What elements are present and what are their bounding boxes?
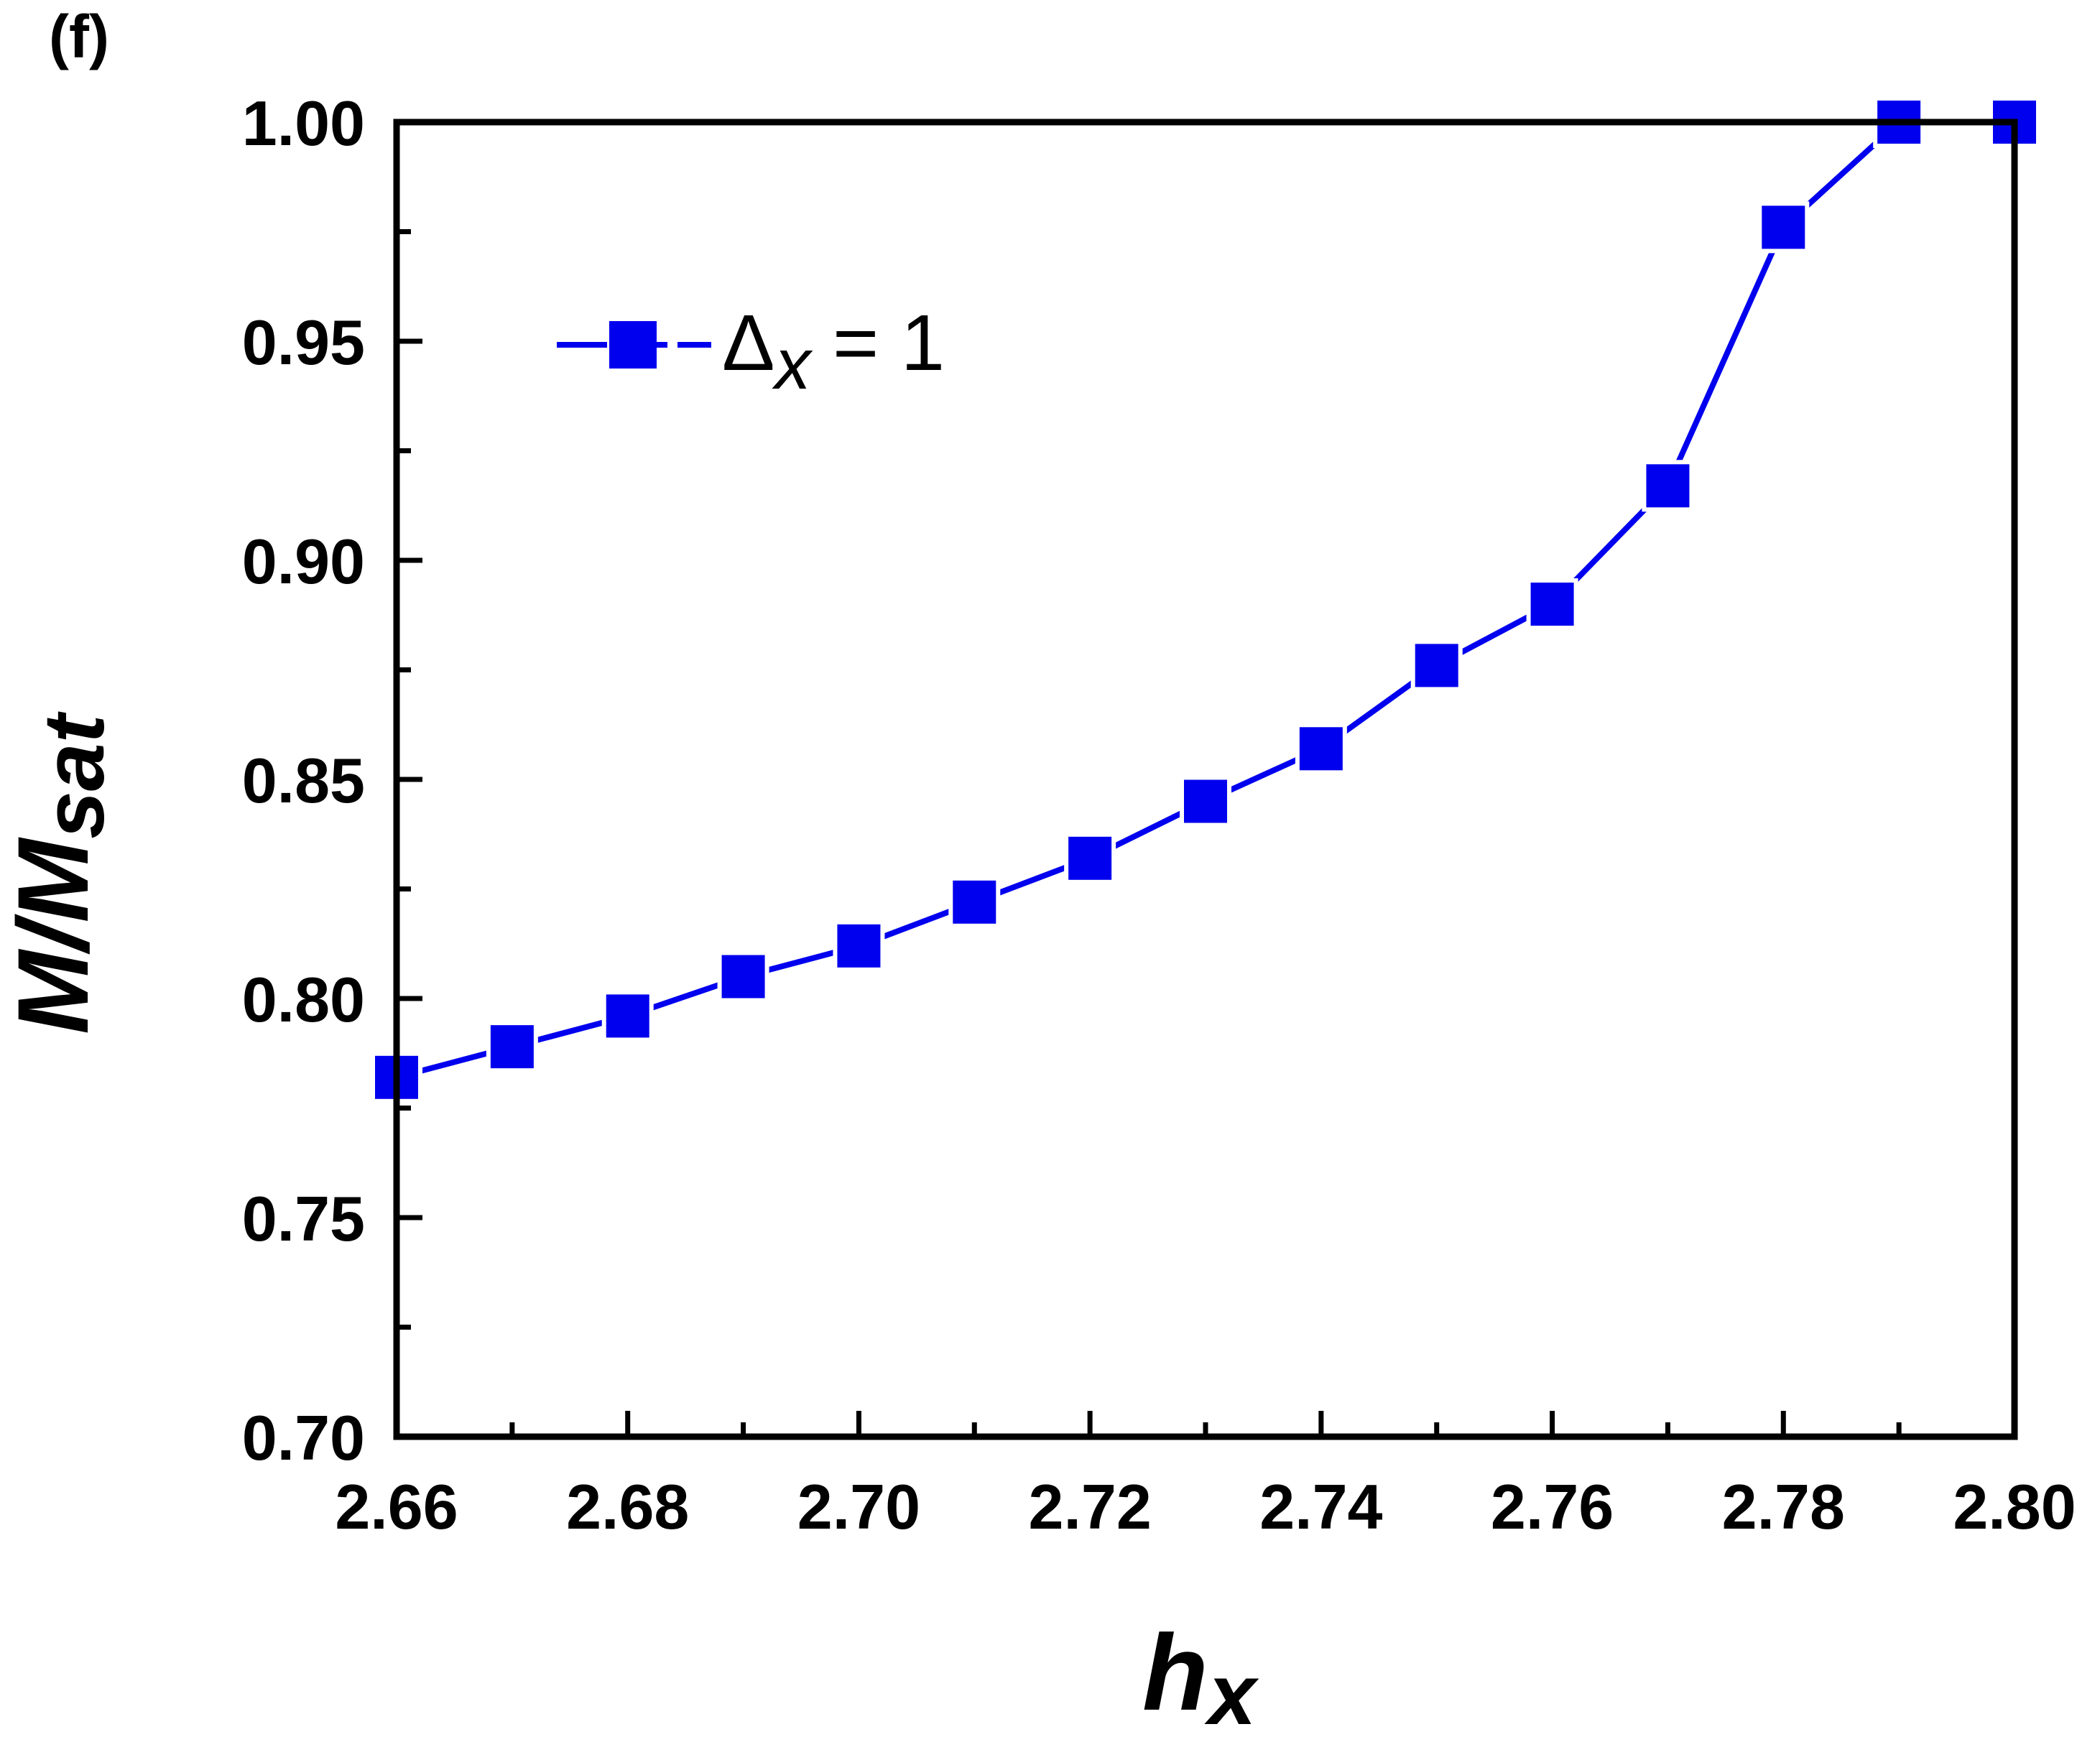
- data-point: [1642, 460, 1694, 512]
- plot-frame: [393, 119, 2018, 1440]
- legend-rest: = 1: [810, 299, 945, 387]
- data-point: [833, 919, 885, 972]
- legend-delta: Δ: [722, 299, 774, 387]
- x-tick-label: 2.74: [1259, 1471, 1382, 1542]
- y-tick-label: 0.95: [242, 307, 365, 378]
- data-point: [1757, 201, 1810, 254]
- series-layer: [371, 96, 2040, 1103]
- x-axis-title-sub: x: [1204, 1646, 1259, 1742]
- data-point: [1295, 723, 1347, 775]
- y-axis-title-sub: sat: [26, 710, 122, 838]
- y-tick-label: 1.00: [242, 88, 365, 159]
- x-tick-label: 2.78: [1722, 1471, 1845, 1542]
- y-tick-label: 0.70: [242, 1402, 365, 1473]
- data-point: [948, 876, 1001, 928]
- x-tick-label: 2.68: [566, 1471, 689, 1542]
- tick-labels: 2.66 2.68 2.70 2.72 2.74 2.76 2.78 2.80 0.70 0.75…: [242, 88, 2076, 1542]
- data-point: [1526, 578, 1578, 630]
- legend-marker: [609, 321, 657, 369]
- y-tick-label: 0.80: [242, 964, 365, 1035]
- x-tick-label: 2.76: [1491, 1471, 1614, 1542]
- x-tick-label: 2.72: [1029, 1471, 1152, 1542]
- y-tick-label: 0.85: [242, 745, 365, 816]
- y-tick-label: 0.75: [242, 1183, 365, 1254]
- data-point: [1064, 832, 1116, 884]
- panel-label: (f): [49, 3, 109, 70]
- legend: Δx = 1: [557, 299, 945, 404]
- x-axis-title: hx: [1142, 1612, 1259, 1742]
- y-axis-title: M/Msat: [0, 710, 122, 1034]
- data-point: [486, 1021, 538, 1073]
- x-tick-label: 2.66: [335, 1471, 458, 1542]
- series-line: [395, 119, 2015, 1080]
- data-point: [601, 990, 654, 1042]
- y-tick-label: 0.90: [242, 526, 365, 597]
- x-tick-label: 2.80: [1953, 1471, 2076, 1542]
- data-point: [717, 950, 769, 1003]
- data-point: [1410, 639, 1463, 692]
- x-tick-label: 2.70: [797, 1471, 920, 1542]
- legend-sub: x: [772, 324, 813, 404]
- legend-label: Δx = 1: [722, 299, 945, 404]
- y-axis-title-main: M/M: [0, 836, 109, 1034]
- data-point: [1180, 775, 1231, 828]
- x-axis-title-main: h: [1142, 1612, 1208, 1733]
